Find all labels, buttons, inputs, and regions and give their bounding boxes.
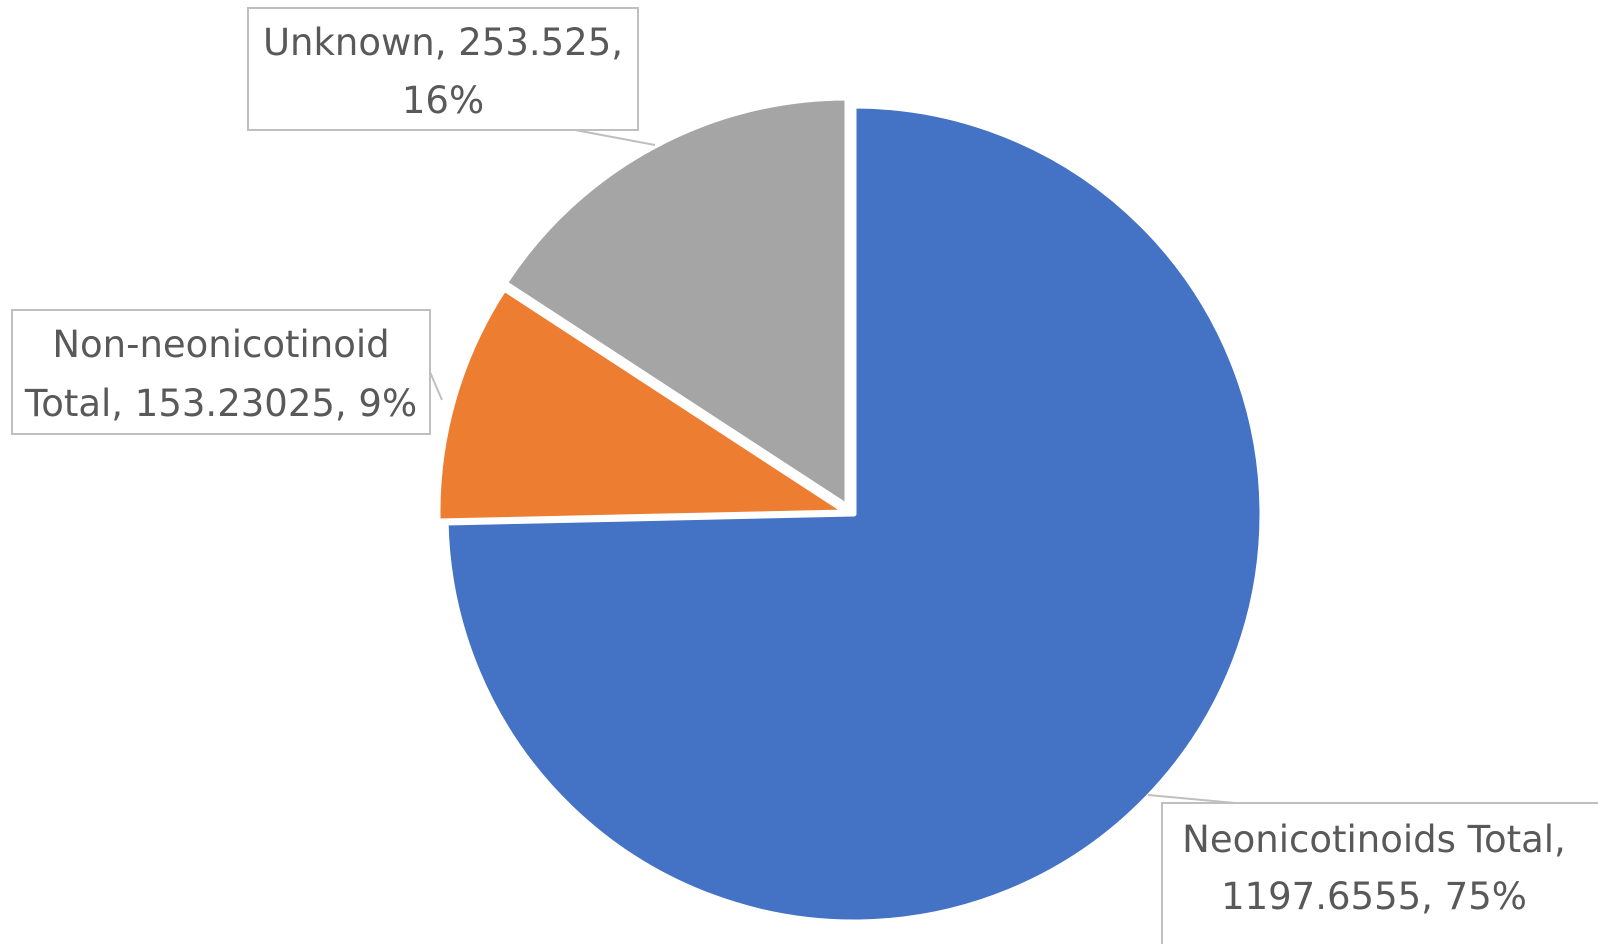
pie-slice-neonicotinoids-total [443,103,1265,925]
data-label-neonicotinoids-total-line-2: 1197.6555, 75% [1221,875,1527,918]
data-label-box-non-neonicotinoid-total [11,309,431,435]
data-label-unknown-line-1: Unknown, 253.525, [263,21,623,64]
data-label-unknown-line-2: 16% [402,79,484,122]
data-label-neonicotinoids-total-line-1: Neonicotinoids Total, [1182,818,1566,861]
leader-line-unknown [574,129,656,146]
data-label-box-unknown [247,7,639,131]
data-label-non-neonicotinoid-total-line-2: Total, 153.23025, 9% [24,382,417,425]
data-label-non-neonicotinoid-total-line-1: Non-neonicotinoid [52,323,389,366]
leader-line-neonicotinoids-total [1147,794,1370,804]
pie-slice-unknown [502,95,850,509]
leader-line-non-neonicotinoid-total [429,371,443,401]
data-labels: Neonicotinoids Total, 1197.6555, 75% Non-n… [11,7,1598,944]
pie-slice-non-neonicotinoid-total [435,286,849,524]
data-label-box-neonicotinoids-total [1161,802,1598,944]
pie-slices [435,95,1265,925]
